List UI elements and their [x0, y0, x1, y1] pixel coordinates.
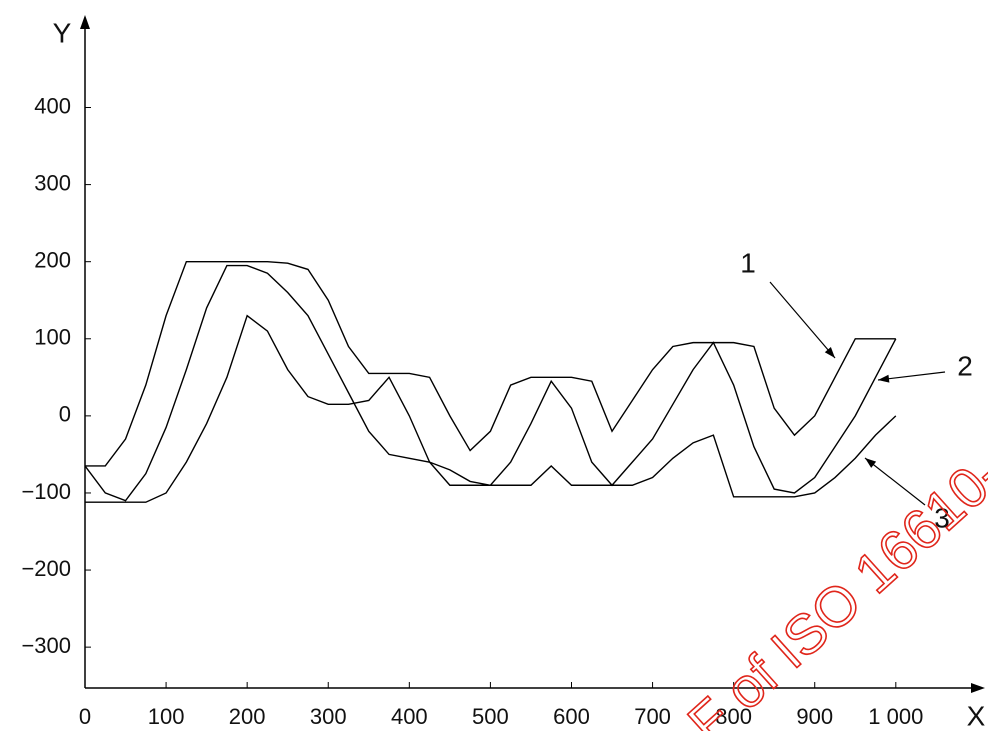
callout-line [864, 457, 926, 506]
x-tick-label: 100 [148, 704, 185, 729]
y-tick-label: −200 [21, 556, 71, 581]
series-line [85, 260, 896, 467]
x-tick-label: 900 [796, 704, 833, 729]
series-line [84, 264, 897, 502]
y-tick-label: 300 [34, 170, 71, 195]
x-tick-label: 700 [634, 704, 671, 729]
y-tick-label: −300 [21, 633, 71, 658]
callout-arrow [878, 374, 890, 383]
y-tick-label: 400 [34, 93, 71, 118]
x-tick-label: 0 [79, 704, 91, 729]
series-callout: 2 [957, 350, 973, 381]
callout-line [877, 371, 946, 381]
callout-line [769, 281, 836, 359]
x-tick-label: 1 000 [868, 704, 923, 729]
callout-arrow [865, 458, 877, 468]
x-tick-label: 200 [229, 704, 266, 729]
callout-arrow [824, 347, 835, 358]
x-tick-label: 500 [472, 704, 509, 729]
y-axis-arrow [80, 15, 90, 29]
y-tick-label: 0 [59, 402, 71, 427]
series-callout: 1 [740, 247, 756, 278]
x-tick-label: 800 [715, 704, 752, 729]
y-axis-label: Y [53, 17, 72, 48]
y-tick-label: −100 [21, 479, 71, 504]
x-axis-label: X [967, 700, 986, 731]
x-tick-label: 300 [310, 704, 347, 729]
y-tick-label: 100 [34, 325, 71, 350]
x-tick-label: 400 [391, 704, 428, 729]
x-axis-arrow [971, 683, 985, 693]
series-line [85, 314, 897, 503]
x-tick-label: 600 [553, 704, 590, 729]
series-callout: 3 [934, 502, 950, 533]
y-tick-label: 200 [34, 248, 71, 273]
